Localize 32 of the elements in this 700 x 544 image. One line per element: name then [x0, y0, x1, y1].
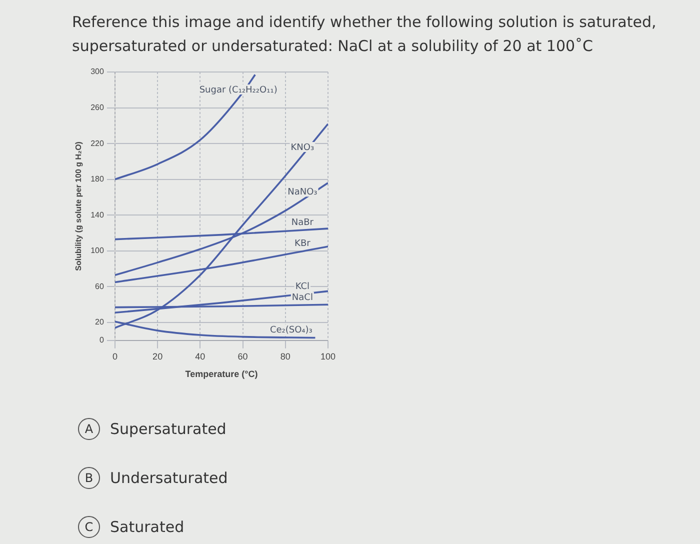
y-tick-label: 260 — [90, 102, 104, 112]
y-tick-label: 60 — [95, 282, 104, 291]
x-axis-title: Temperature (°C) — [185, 369, 258, 380]
text: Saturated — [110, 518, 184, 536]
y-tick-label: 140 — [90, 210, 104, 220]
y-tick-label: 300 — [90, 67, 104, 76]
text: B — [78, 466, 100, 488]
series-label: KNO₃ — [290, 142, 314, 153]
series-label: NaCl — [292, 292, 313, 303]
series-label: NaNO₃ — [288, 187, 318, 198]
x-tick-label: 40 — [195, 351, 206, 362]
y-tick-label: 20 — [95, 318, 104, 327]
series-label: Sugar (C₁₂H₂₂O₁₁) — [199, 85, 278, 96]
text: C — [78, 516, 100, 538]
text: Undersaturated — [110, 468, 228, 486]
y-axis-title: Solubility (g solute per 100 g H₂O) — [74, 141, 84, 271]
text: A — [78, 418, 100, 440]
text: Reference this image and identify whether the following solution is saturated, supersaturated or undersaturated: NaCl at a solubility of 20 at 100˚C — [72, 12, 658, 57]
y-tick-label: 0 — [99, 336, 104, 345]
series-label: KBr — [294, 239, 311, 250]
x-tick-label: 0 — [112, 351, 118, 362]
x-tick-label: 20 — [152, 351, 163, 362]
text: Supersaturated — [110, 420, 226, 438]
x-tick-label: 100 — [320, 351, 336, 362]
y-tick-label: 220 — [90, 138, 104, 148]
series-label: NaBr — [291, 218, 314, 228]
x-tick-label: 80 — [280, 351, 290, 362]
series-label: KCl — [295, 282, 310, 292]
series-label: Ce₂(SO₄)₃ — [270, 325, 313, 336]
y-tick-label: 100 — [90, 246, 104, 256]
x-tick-label: 60 — [238, 351, 248, 362]
y-tick-label: 180 — [90, 174, 104, 184]
